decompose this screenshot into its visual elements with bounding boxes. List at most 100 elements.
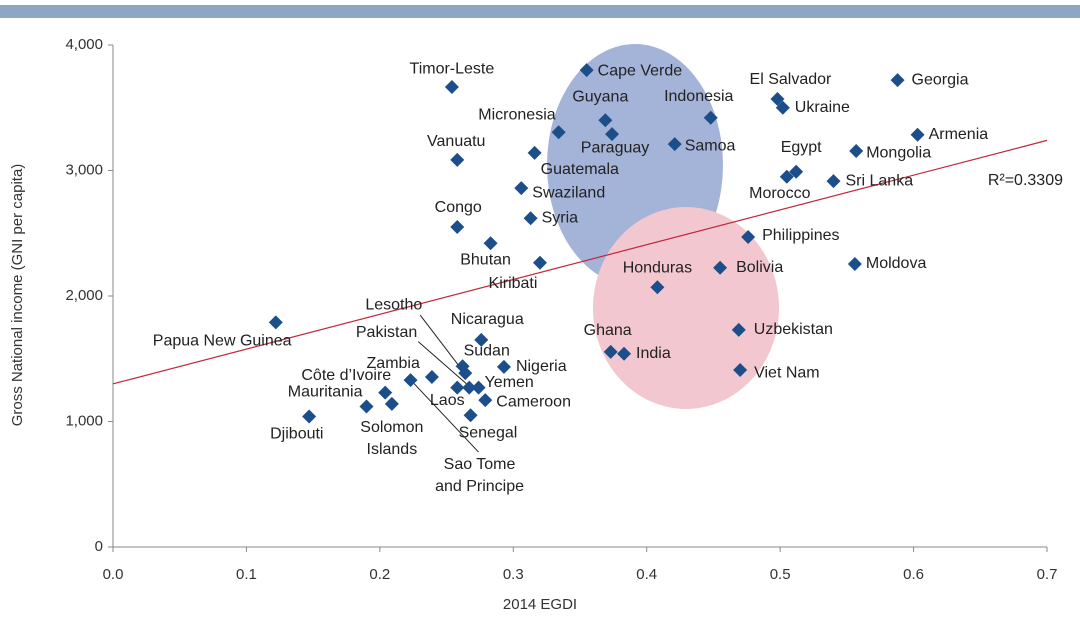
point <box>444 80 459 95</box>
point-label: Congo <box>435 199 482 216</box>
point <box>603 344 618 359</box>
point-label: Senegal <box>459 424 518 441</box>
point <box>450 152 465 167</box>
point <box>910 127 925 142</box>
point <box>770 91 785 106</box>
point <box>890 73 905 88</box>
point <box>579 63 594 78</box>
point <box>703 110 718 125</box>
point <box>775 100 790 115</box>
point-label: Djibouti <box>270 426 323 443</box>
point-label: Honduras <box>623 259 692 276</box>
point-label: Philippines <box>762 227 839 244</box>
point-label: Morocco <box>749 185 810 202</box>
point <box>617 346 632 361</box>
trendline <box>112 139 1048 385</box>
x-tick-label: 0.2 <box>369 566 390 583</box>
point-label: Papua New Guinea <box>153 333 292 350</box>
point <box>532 255 547 270</box>
point-label: Bolivia <box>736 259 783 276</box>
point-label: Vanuatu <box>427 133 485 150</box>
point <box>455 359 470 374</box>
point-label: Nigeria <box>516 358 567 375</box>
point-label: India <box>636 345 671 362</box>
point <box>598 113 613 128</box>
leader-line <box>419 314 463 371</box>
point <box>496 359 511 374</box>
point-label: Cape Verde <box>598 62 683 79</box>
point-label: El Salvador <box>750 71 832 88</box>
point-label: Guatemala <box>541 161 619 178</box>
point <box>826 174 841 189</box>
x-tick-label: 0.7 <box>1037 566 1058 583</box>
point <box>713 260 728 275</box>
point-label: Swaziland <box>532 184 605 201</box>
point <box>741 230 756 245</box>
point-label: Paraguay <box>581 139 650 156</box>
point-label: Egypt <box>781 139 822 156</box>
point <box>302 409 317 424</box>
point-label: Moldova <box>866 255 927 272</box>
point <box>474 332 489 347</box>
point-label: Syria <box>542 209 579 226</box>
point-label: Sri Lanka <box>846 172 914 189</box>
point <box>527 145 542 160</box>
point <box>523 211 538 226</box>
point-label: Mongolia <box>866 144 931 161</box>
point <box>359 399 374 414</box>
point-label: Kiribati <box>489 275 538 292</box>
point <box>384 396 399 411</box>
point <box>478 393 493 408</box>
point-label: Solomon Islands <box>360 419 423 458</box>
point-label: Zambia <box>367 355 420 372</box>
point-label: Sao Tome and Principe <box>435 456 524 495</box>
y-tick-label: 0 <box>95 538 103 555</box>
point <box>268 315 283 330</box>
x-tick-label: 0.6 <box>903 566 924 583</box>
point <box>450 219 465 234</box>
y-tick-label: 3,000 <box>65 161 103 178</box>
point <box>450 380 465 395</box>
y-axis-title: Gross National income (GNI per capita) <box>9 164 26 427</box>
point-label: Lesotho <box>365 296 422 313</box>
point-label: Indonesia <box>664 88 733 105</box>
point-label: Laos <box>430 392 465 409</box>
point <box>733 363 748 378</box>
point-label: Côte d’Ivoire <box>301 367 391 384</box>
point-label: Ukraine <box>795 99 850 116</box>
x-tick-label: 0.0 <box>103 566 124 583</box>
point <box>483 236 498 251</box>
point-label: Cameroon <box>496 393 571 410</box>
point-label: Uzbekistan <box>754 321 833 338</box>
point <box>650 280 665 295</box>
group-circle <box>593 207 779 409</box>
point-label: Yemen <box>485 374 534 391</box>
point <box>462 380 477 395</box>
point <box>424 369 439 384</box>
x-tick-label: 0.4 <box>636 566 657 583</box>
point <box>849 144 864 159</box>
point <box>731 322 746 337</box>
point-label: Georgia <box>912 71 969 88</box>
point-label: Micronesia <box>478 106 555 123</box>
x-tick-label: 0.3 <box>503 566 524 583</box>
point <box>789 164 804 179</box>
point-label: Nicaragua <box>451 311 524 328</box>
x-axis-title: 2014 EGDI <box>503 596 577 613</box>
point-label: Ghana <box>584 322 632 339</box>
point-label: Bhutan <box>460 252 511 269</box>
point <box>667 137 682 152</box>
leader-line <box>417 341 467 384</box>
y-tick-label: 4,000 <box>65 36 103 53</box>
point-label: Timor-Leste <box>410 60 495 77</box>
leader-line <box>413 382 479 453</box>
point <box>403 373 418 388</box>
point-label: Mauritania <box>288 384 363 401</box>
point-label: Pakistan <box>356 324 417 341</box>
r-squared: R²=0.3309 <box>988 172 1063 189</box>
point <box>605 127 620 142</box>
point <box>847 256 862 271</box>
header-band <box>0 5 1080 18</box>
y-tick-label: 2,000 <box>65 287 103 304</box>
